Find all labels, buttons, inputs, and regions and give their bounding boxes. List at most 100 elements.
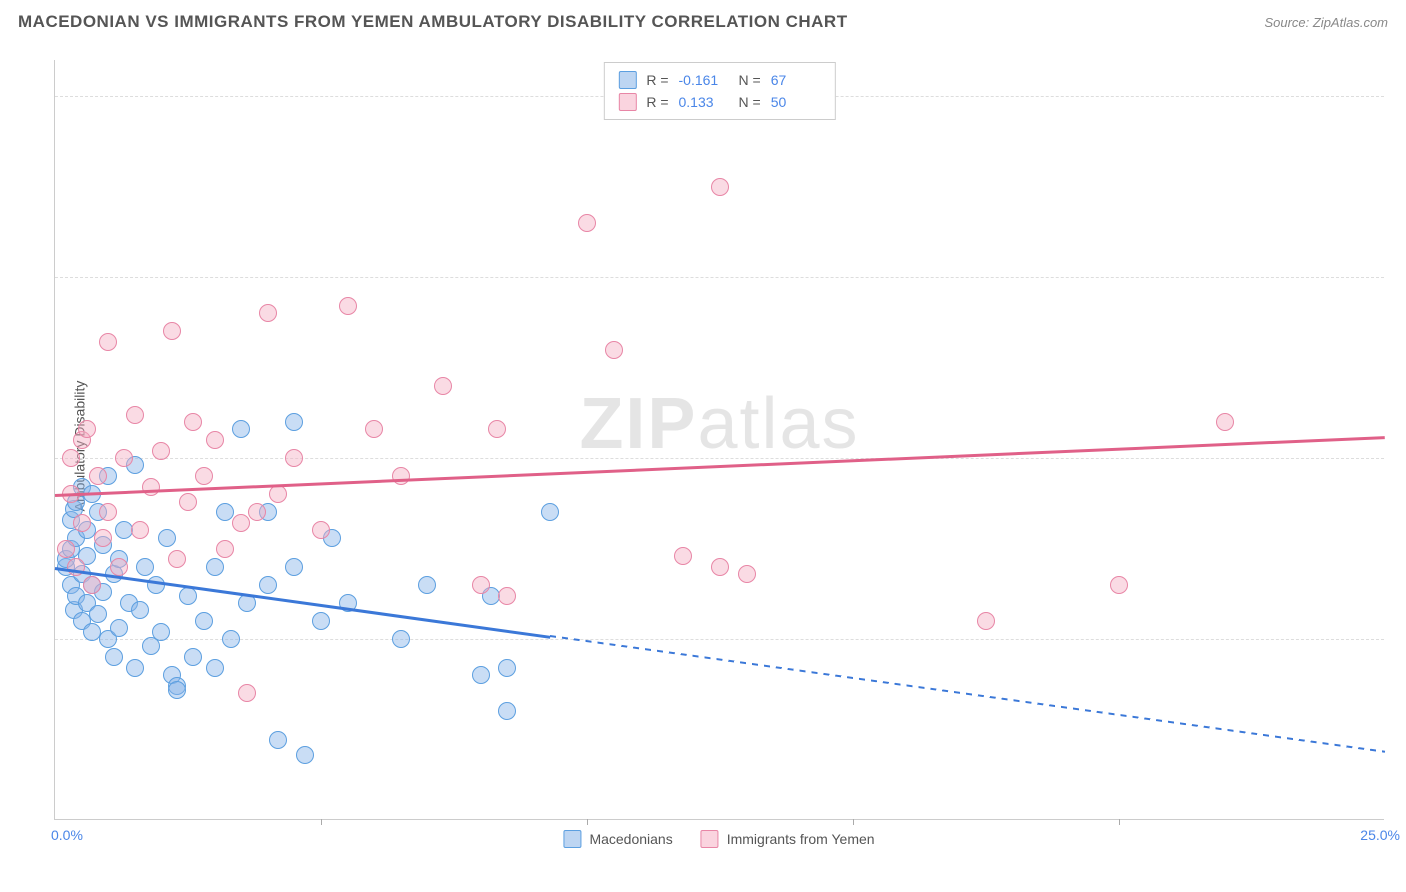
scatter-point <box>259 576 277 594</box>
scatter-point <box>110 558 128 576</box>
scatter-point <box>1216 413 1234 431</box>
scatter-point <box>216 503 234 521</box>
stat-r-label: R = <box>646 72 668 88</box>
source-attribution: Source: ZipAtlas.com <box>1264 15 1388 30</box>
scatter-point <box>62 449 80 467</box>
scatter-point <box>977 612 995 630</box>
x-tick-mark <box>587 819 588 825</box>
scatter-point <box>498 659 516 677</box>
scatter-point <box>179 587 197 605</box>
scatter-point <box>434 377 452 395</box>
scatter-point <box>312 612 330 630</box>
scatter-point <box>285 558 303 576</box>
gridline-h <box>55 458 1384 459</box>
scatter-point <box>711 558 729 576</box>
scatter-point <box>238 684 256 702</box>
chart-title: MACEDONIAN VS IMMIGRANTS FROM YEMEN AMBU… <box>18 12 848 32</box>
scatter-point <box>89 467 107 485</box>
scatter-point <box>498 702 516 720</box>
scatter-point <box>605 341 623 359</box>
scatter-point <box>168 681 186 699</box>
scatter-point <box>206 431 224 449</box>
scatter-point <box>269 485 287 503</box>
scatter-point <box>488 420 506 438</box>
scatter-point <box>269 731 287 749</box>
scatter-point <box>711 178 729 196</box>
watermark-atlas: atlas <box>697 384 859 464</box>
scatter-point <box>365 420 383 438</box>
scatter-point <box>339 297 357 315</box>
x-tick-mark <box>853 819 854 825</box>
scatter-point <box>126 406 144 424</box>
scatter-point <box>392 467 410 485</box>
scatter-point <box>206 659 224 677</box>
scatter-point <box>312 521 330 539</box>
scatter-point <box>285 413 303 431</box>
scatter-point <box>472 576 490 594</box>
x-tick-label: 25.0% <box>1360 827 1400 843</box>
scatter-point <box>184 413 202 431</box>
stat-r-value: 0.133 <box>679 94 729 110</box>
scatter-point <box>110 619 128 637</box>
scatter-point <box>248 503 266 521</box>
scatter-point <box>89 605 107 623</box>
scatter-point <box>578 214 596 232</box>
stat-n-value: 67 <box>771 72 821 88</box>
scatter-point <box>472 666 490 684</box>
scatter-point <box>126 659 144 677</box>
scatter-point <box>163 322 181 340</box>
scatter-point <box>418 576 436 594</box>
scatter-point <box>195 467 213 485</box>
scatter-point <box>179 493 197 511</box>
trend-line <box>55 436 1385 496</box>
stat-n-label: N = <box>739 72 761 88</box>
scatter-point <box>1110 576 1128 594</box>
scatter-point <box>131 521 149 539</box>
legend-swatch-blue <box>563 830 581 848</box>
scatter-point <box>222 630 240 648</box>
scatter-point <box>184 648 202 666</box>
scatter-point <box>296 746 314 764</box>
scatter-point <box>232 420 250 438</box>
scatter-point <box>99 503 117 521</box>
scatter-point <box>57 540 75 558</box>
scatter-point <box>168 550 186 568</box>
scatter-point <box>392 630 410 648</box>
x-tick-mark <box>321 819 322 825</box>
x-tick-mark <box>1119 819 1120 825</box>
scatter-point <box>738 565 756 583</box>
x-tick-label: 0.0% <box>51 827 83 843</box>
stat-r-label: R = <box>646 94 668 110</box>
scatter-point <box>73 514 91 532</box>
chart-plot-area: ZIPatlas 5.0%10.0%15.0%20.0%0.0%25.0%R =… <box>54 60 1384 820</box>
scatter-point <box>152 442 170 460</box>
watermark-zip: ZIP <box>579 384 697 464</box>
gridline-h <box>55 639 1384 640</box>
stats-swatch <box>618 71 636 89</box>
stats-row: R = 0.133 N = 50 <box>618 91 820 113</box>
scatter-point <box>259 304 277 322</box>
scatter-point <box>83 576 101 594</box>
scatter-point <box>195 612 213 630</box>
watermark-text: ZIPatlas <box>579 383 859 465</box>
stat-n-value: 50 <box>771 94 821 110</box>
scatter-point <box>498 587 516 605</box>
scatter-point <box>232 514 250 532</box>
scatter-point <box>147 576 165 594</box>
plot-region: ZIPatlas 5.0%10.0%15.0%20.0%0.0%25.0%R =… <box>54 60 1384 820</box>
scatter-point <box>142 478 160 496</box>
scatter-point <box>674 547 692 565</box>
scatter-point <box>158 529 176 547</box>
stats-swatch <box>618 93 636 111</box>
scatter-point <box>285 449 303 467</box>
legend-item-yemen: Immigrants from Yemen <box>701 830 875 848</box>
stats-box: R =-0.161N =67R =0.133N =50 <box>603 62 835 120</box>
scatter-point <box>216 540 234 558</box>
stat-n-label: N = <box>739 94 761 110</box>
scatter-point <box>105 648 123 666</box>
gridline-h <box>55 277 1384 278</box>
scatter-point <box>136 558 154 576</box>
scatter-point <box>541 503 559 521</box>
legend-label-macedonians: Macedonians <box>589 831 672 847</box>
legend-swatch-pink <box>701 830 719 848</box>
